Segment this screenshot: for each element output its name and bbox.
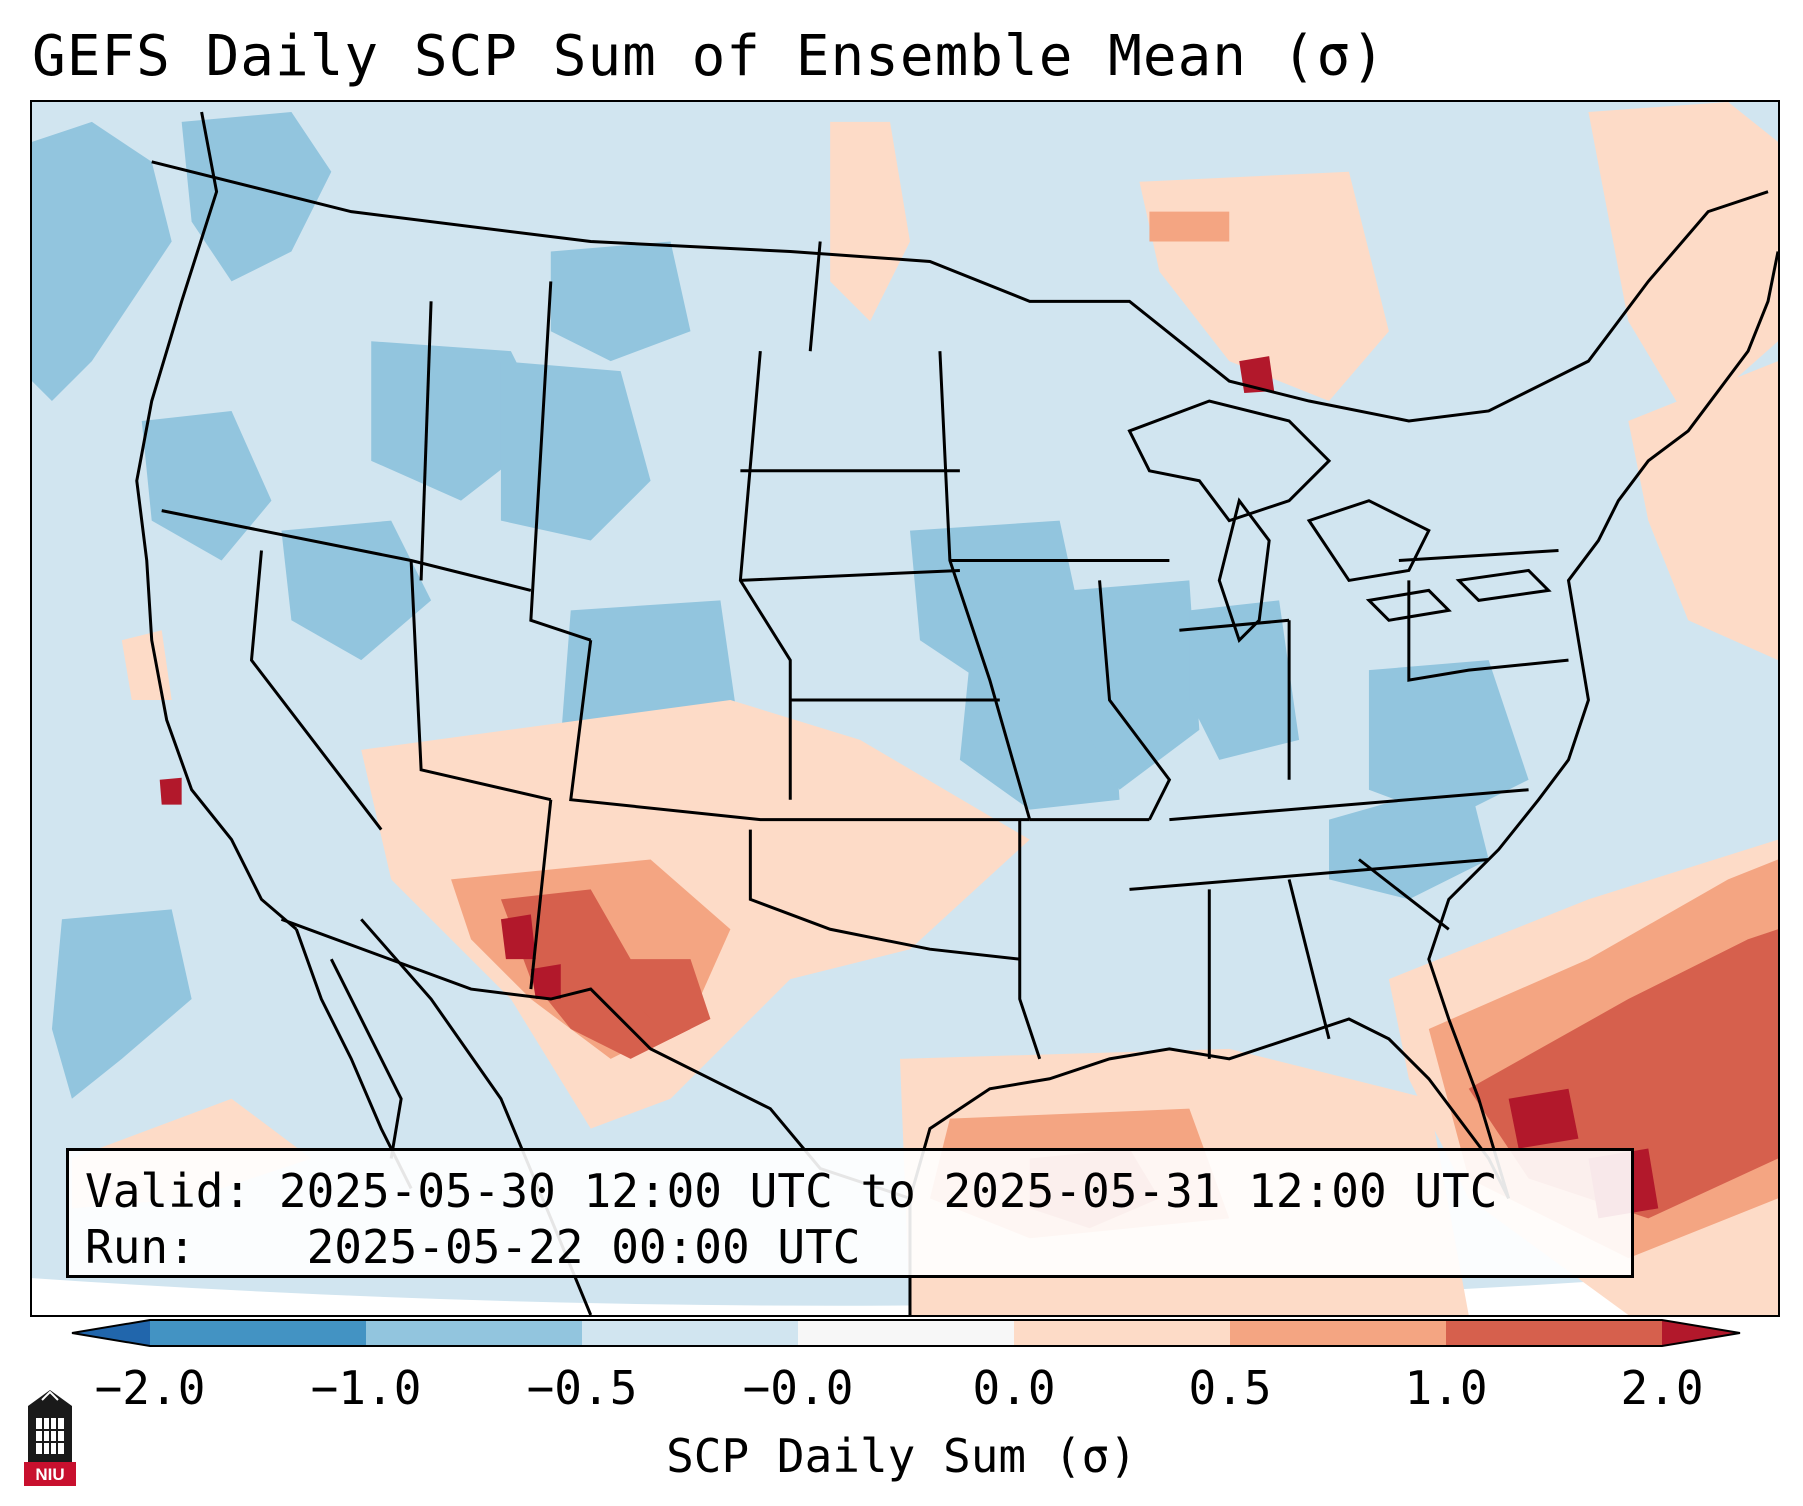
colorbar-seg-3 xyxy=(582,1320,798,1346)
colorbar-seg-5 xyxy=(1014,1320,1230,1346)
colorbar-extend-low xyxy=(72,1320,150,1346)
colorbar-tick-label: 0.5 xyxy=(1188,1361,1272,1415)
colorbar-tick-label: −2.0 xyxy=(94,1361,206,1415)
coastlines-and-borders xyxy=(135,111,1778,1315)
run-value: 2025-05-22 00:00 UTC xyxy=(306,1220,861,1274)
colorbar-tick-label: −0.0 xyxy=(742,1361,854,1415)
colorbar-tick-label: −0.5 xyxy=(526,1361,638,1415)
scp-map xyxy=(32,102,1778,1315)
colorbar-extend-high xyxy=(1662,1320,1740,1346)
valid-run-info-box: Valid: 2025-05-30 12:00 UTC to 2025-05-3… xyxy=(66,1148,1634,1278)
colorbar-tick-label: 1.0 xyxy=(1404,1361,1488,1415)
valid-label: Valid: xyxy=(85,1164,252,1218)
colorbar-seg-2 xyxy=(366,1320,582,1346)
colorbar-seg-7 xyxy=(1446,1320,1662,1346)
niu-logo: NIU xyxy=(24,1390,76,1486)
colorbar-tick-label: 2.0 xyxy=(1620,1361,1704,1415)
valid-line: Valid: 2025-05-30 12:00 UTC to 2025-05-3… xyxy=(85,1163,1615,1219)
map-panel xyxy=(30,100,1780,1317)
colorbar-seg-6 xyxy=(1230,1320,1446,1346)
map-title: GEFS Daily SCP Sum of Ensemble Mean (σ) xyxy=(32,24,1386,89)
run-line: Run: 2025-05-22 00:00 UTC xyxy=(85,1219,1615,1275)
colorbar-seg-1 xyxy=(150,1320,366,1346)
colorbar-label: SCP Daily Sum (σ) xyxy=(666,1429,1137,1483)
colorbar-outline xyxy=(71,1319,1741,1347)
valid-value: 2025-05-30 12:00 UTC to 2025-05-31 12:00… xyxy=(278,1164,1498,1218)
logo-text: NIU xyxy=(35,1465,64,1484)
colorbar-tick-label: 0.0 xyxy=(972,1361,1056,1415)
run-label: Run: xyxy=(85,1220,196,1274)
colorbar-tick-label: −1.0 xyxy=(310,1361,422,1415)
colorbar xyxy=(71,1319,1741,1347)
colorbar-seg-4 xyxy=(798,1320,1014,1346)
